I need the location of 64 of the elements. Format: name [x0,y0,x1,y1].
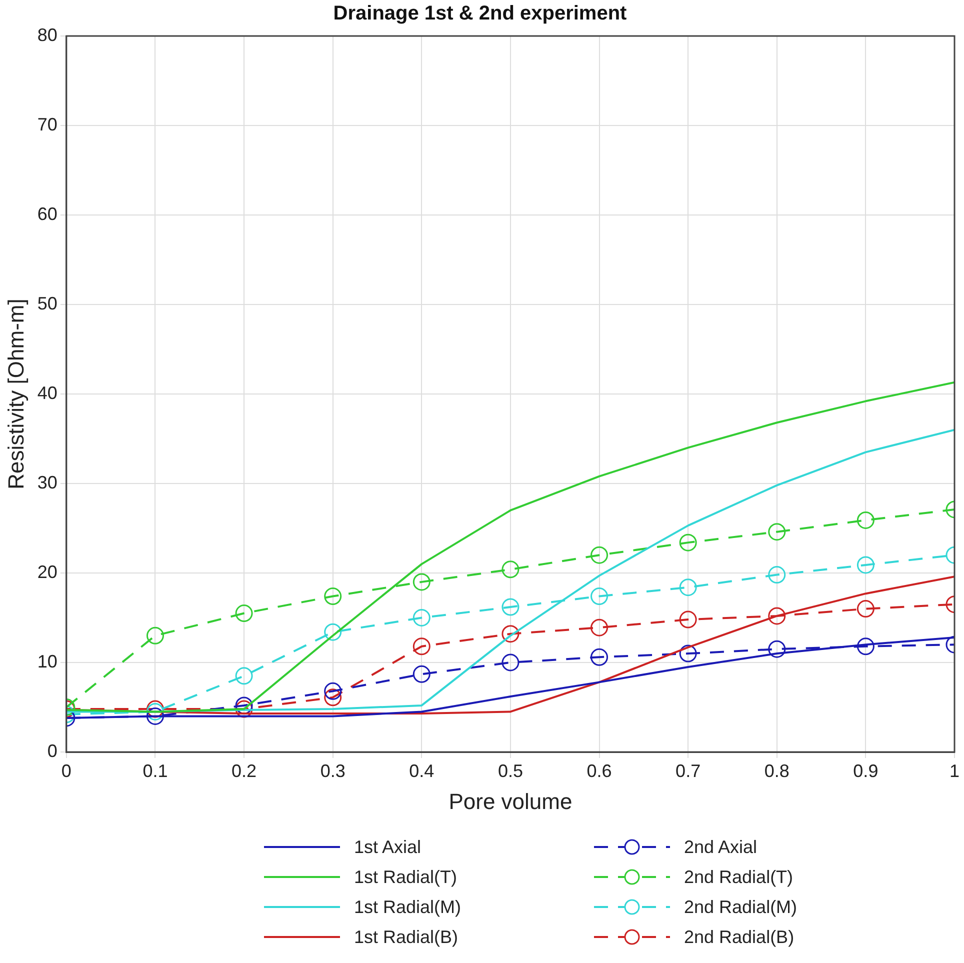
y-tick-label: 60 [37,204,58,224]
point [679,578,697,596]
point [856,638,874,656]
legend-label: 2nd Radial(B) [684,926,794,948]
point [324,682,342,700]
point [502,625,520,643]
legend-label: 1st Radial(M) [354,896,462,918]
point [590,648,608,666]
point [768,566,786,584]
point [235,667,253,685]
point [856,511,874,529]
y-tick-label: 0 [47,740,58,761]
point [324,688,342,706]
point [590,546,608,564]
legend-label: 2nd Radial(T) [684,866,794,888]
x-tick-label: 0.8 [764,760,790,781]
point [324,588,342,606]
x-tick-label: 0 [61,760,72,781]
x-tick-label: 0.7 [676,760,701,781]
y-tick-label: 40 [37,382,58,403]
y-tick-label: 50 [37,293,58,314]
chart-title: Drainage 1st & 2nd experiment [333,2,628,25]
x-tick-label: 0.6 [586,760,612,781]
point [412,638,430,656]
point [235,604,253,622]
point [768,640,786,658]
point [502,560,520,578]
point [412,609,430,626]
x-axis-title: Pore volume [448,788,572,814]
point [590,618,608,636]
point [412,665,430,683]
point [502,654,520,672]
y-axis-title: Resistivity [Ohm-m] [3,298,28,490]
point [679,534,697,552]
point [590,588,608,606]
y-tick-label: 30 [37,472,58,492]
legend-label: 2nd Radial(M) [684,896,798,918]
x-tick-label: 0.1 [142,760,168,781]
point [412,573,430,591]
point [235,700,253,718]
x-tick-label: 0.5 [498,760,523,781]
x-tick-label: 0.9 [853,760,878,781]
point [679,644,697,662]
point [768,607,786,625]
point [502,598,520,616]
point [679,610,697,628]
y-tick-label: 10 [37,651,58,672]
legend-label: 1st Axial [354,836,422,858]
legend-label: 1st Radial(B) [354,926,458,948]
y-tick-label: 70 [37,114,58,134]
legend-label: 2nd Axial [684,836,758,858]
x-tick-label: 1 [949,760,960,781]
point [146,626,164,644]
y-tick-label: 80 [37,24,58,45]
point [235,696,253,714]
x-tick-label: 0.2 [232,760,257,781]
x-tick-label: 0.4 [409,760,434,781]
point [856,600,874,618]
point [768,523,786,541]
point [324,623,342,641]
legend-label: 1st Radial(T) [354,866,458,888]
x-tick-label: 0.3 [320,760,346,781]
y-tick-label: 20 [37,562,58,582]
point [856,556,874,574]
